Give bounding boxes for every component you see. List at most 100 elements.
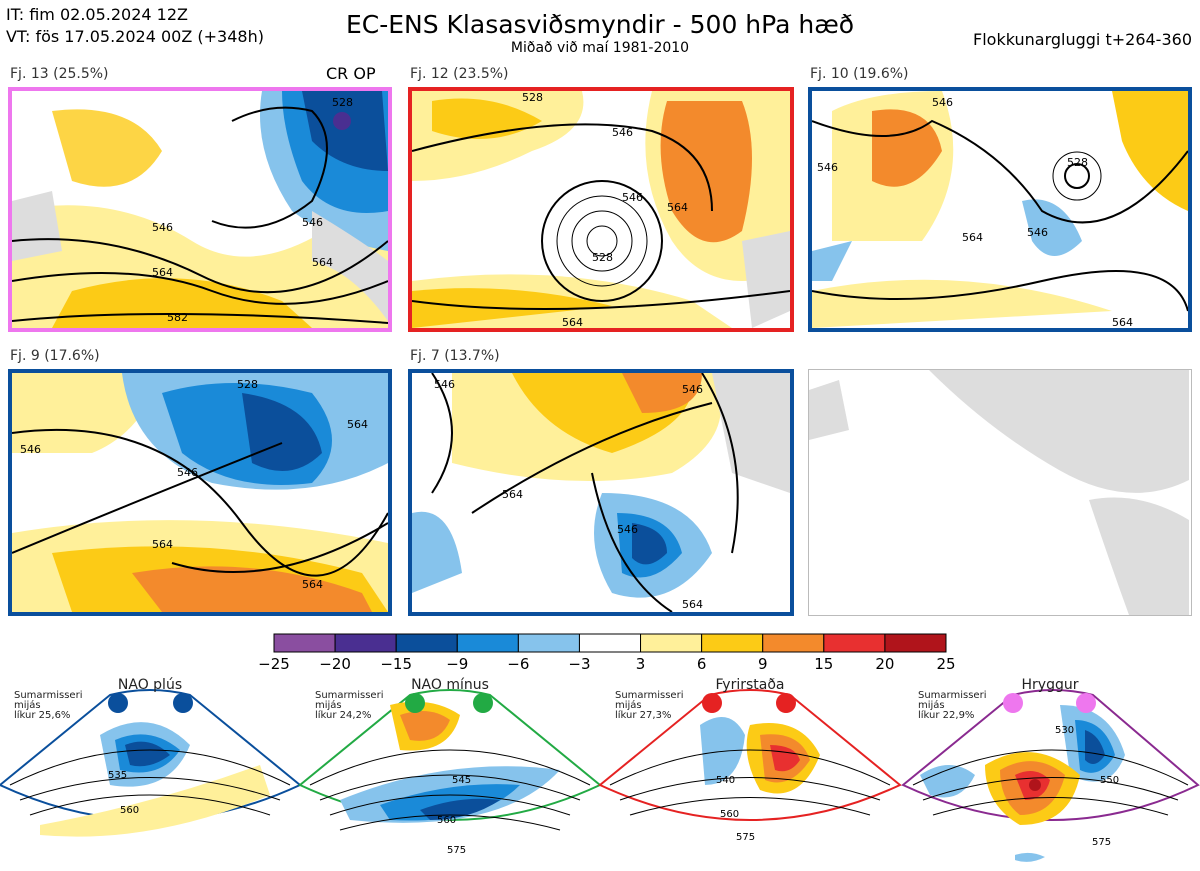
regime-name: NAO plús <box>118 677 182 693</box>
contour-label: 528 <box>332 96 353 109</box>
colorbar-swatch <box>640 633 703 653</box>
regime-blocking: Sumarmisseri mijás líkur 27,3% Fyrirstað… <box>598 677 902 843</box>
base-map <box>809 370 1189 615</box>
contour-label: 545 <box>452 775 471 786</box>
initial-time: IT: fim 02.05.2024 12Z <box>6 5 188 24</box>
cluster-panel-4: 528 546 546 564 564 564 <box>8 369 392 616</box>
regime-note: mijás <box>315 699 342 711</box>
empty-map-panel <box>808 369 1192 616</box>
contour-label: 564 <box>152 266 173 279</box>
contour-label: 546 <box>612 126 633 139</box>
regime-dot <box>173 693 193 713</box>
contour-label: 564 <box>1112 316 1133 328</box>
regime-note: Sumarmisseri <box>14 690 82 701</box>
colorbar <box>273 633 947 653</box>
contour-label: 535 <box>108 770 127 781</box>
regime-note: líkur 22,9% <box>918 709 974 721</box>
regime-dot <box>405 693 425 713</box>
contour-label: 546 <box>177 466 198 479</box>
colorbar-tick-label: 3 <box>635 655 646 673</box>
contour-label: 560 <box>720 809 739 820</box>
colorbar-swatch <box>578 633 642 653</box>
panel-1-label: Fj. 13 (25.5%) <box>10 66 109 82</box>
contour-label: 546 <box>617 523 638 536</box>
contour-label: 546 <box>152 221 173 234</box>
regime-ridge: Sumarmisseri mijás líkur 22,9% Hryggur 5… <box>901 677 1200 862</box>
regime-note: líkur 24,2% <box>315 709 371 721</box>
contour-label: 560 <box>437 815 456 826</box>
contour-label: 546 <box>622 191 643 204</box>
contour-label: 546 <box>682 383 703 396</box>
regime-note: mijás <box>615 699 642 711</box>
regime-dot <box>702 693 722 713</box>
cluster-panel-3: 546 546 528 546 564 564 <box>808 87 1192 332</box>
colorbar-tick-label: 20 <box>875 655 895 673</box>
contour-label: 528 <box>592 251 613 264</box>
cluster-map-5: 546 546 564 546 564 <box>412 373 790 612</box>
colorbar-tick-label: −25 <box>258 655 290 673</box>
contour-label: 564 <box>962 231 983 244</box>
panel-4-label: Fj. 9 (17.6%) <box>10 348 100 364</box>
regime-name: NAO mínus <box>411 677 489 693</box>
contour-label: 550 <box>1100 775 1119 786</box>
colorbar-tick-label: −20 <box>319 655 351 673</box>
regime-note: mijás <box>14 699 41 711</box>
cluster-map-1: 528 546 546 564 564 582 <box>12 91 388 328</box>
regime-note: Sumarmisseri <box>615 690 683 701</box>
colorbar-tick-label: −15 <box>380 655 412 673</box>
contour-label: 546 <box>1027 226 1048 239</box>
contour-label: 564 <box>312 256 333 269</box>
contour-label: 564 <box>562 316 583 328</box>
regime-dot <box>108 693 128 713</box>
panel-5-label: Fj. 7 (13.7%) <box>410 348 500 364</box>
colorbar-tick-label: 6 <box>696 655 707 673</box>
colorbar-swatch <box>823 633 886 653</box>
cluster-panel-2: 528 546 546 528 564 564 <box>408 87 794 332</box>
colorbar-swatch <box>517 633 580 653</box>
contour-label: 530 <box>1055 725 1074 736</box>
contour-label: 575 <box>736 832 755 843</box>
colorbar-swatch <box>701 633 764 653</box>
contour-label: 582 <box>167 311 188 324</box>
page-subtitle: Miðað við maí 1981-2010 <box>510 40 690 56</box>
contour-label: 546 <box>302 216 323 229</box>
colorbar-swatch <box>395 633 458 653</box>
contour-label: 564 <box>502 488 523 501</box>
colorbar-tick-label: 25 <box>936 655 956 673</box>
panel-2-label: Fj. 12 (23.5%) <box>410 66 509 82</box>
header-left: IT: fim 02.05.2024 12Z VT: fös 17.05.202… <box>6 4 264 48</box>
contour-label: 540 <box>716 775 735 786</box>
contour-label: 546 <box>434 378 455 391</box>
cluster-map-2: 528 546 546 528 564 564 <box>412 91 790 328</box>
page-title: EC-ENS Klasasviðsmyndir - 500 hPa hæð <box>345 10 855 39</box>
colorbar-tick-label: 9 <box>757 655 768 673</box>
contour-label: 564 <box>302 578 323 591</box>
panel-1-extra: CR OP <box>326 64 376 83</box>
regime-dot <box>1076 693 1096 713</box>
contour-label: 564 <box>667 201 688 214</box>
contour-label: 575 <box>1092 837 1111 848</box>
regime-note: líkur 27,3% <box>615 709 671 721</box>
regime-dot <box>1003 693 1023 713</box>
valid-time: VT: fös 17.05.2024 00Z (+348h) <box>6 27 264 46</box>
cluster-panel-5: 546 546 564 546 564 <box>408 369 794 616</box>
cluster-map-3: 546 546 528 546 564 564 <box>812 91 1188 328</box>
colorbar-swatch <box>762 633 825 653</box>
regime-note: mijás <box>918 699 945 711</box>
regime-name: Hryggur <box>1022 677 1079 693</box>
contour-label: 546 <box>932 96 953 109</box>
colorbar-swatch <box>456 633 519 653</box>
colorbar-tick-label: −3 <box>568 655 591 673</box>
contour-label: 564 <box>347 418 368 431</box>
regime-note: Sumarmisseri <box>315 690 383 701</box>
contour-label: 528 <box>237 378 258 391</box>
contour-label: 564 <box>682 598 703 611</box>
regime-dot <box>473 693 493 713</box>
colorbar-swatch <box>884 633 947 653</box>
regime-dot <box>776 693 796 713</box>
colorbar-tick-label: 15 <box>814 655 834 673</box>
regime-name: Fyrirstaða <box>716 677 785 693</box>
regime-nao-plus: Sumarmisseri mijás líkur 25,6% NAO plús … <box>0 677 302 837</box>
regime-nao-minus: Sumarmisseri mijás líkur 24,2% NAO mínus… <box>298 677 602 856</box>
contour-label: 546 <box>817 161 838 174</box>
